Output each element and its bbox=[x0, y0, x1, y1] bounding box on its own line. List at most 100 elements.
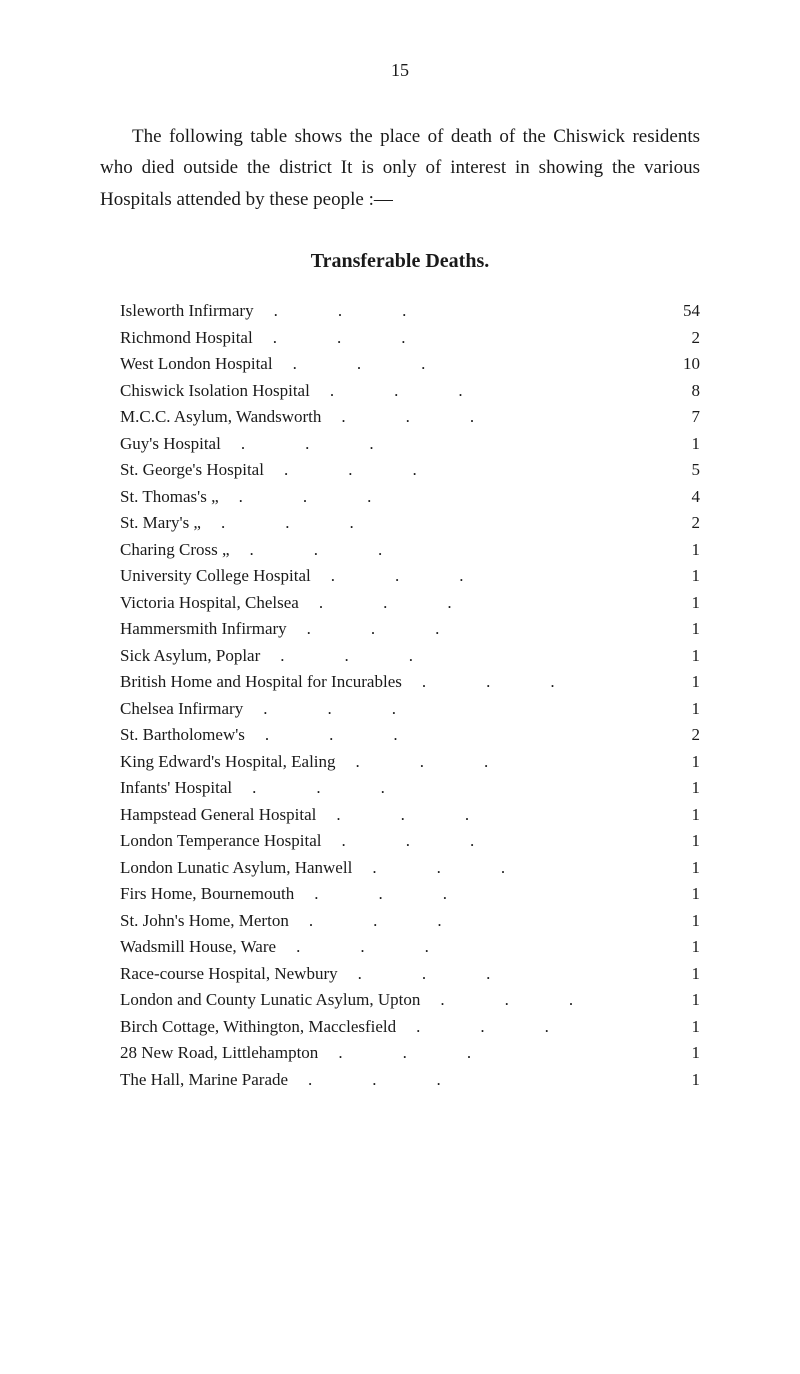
leader-dots bbox=[322, 828, 667, 854]
death-count: 1 bbox=[667, 696, 701, 722]
leader-dots bbox=[321, 404, 666, 430]
table-row: Chelsea Infirmary 1 bbox=[120, 696, 700, 722]
table-row: London and County Lunatic Asylum, Upton1 bbox=[120, 987, 700, 1013]
table-row: Chiswick Isolation Hospital 8 bbox=[120, 378, 700, 404]
intro-paragraph: The following table shows the place of d… bbox=[100, 121, 700, 215]
death-place: University College Hospital bbox=[120, 563, 311, 589]
death-place: Guy's Hospital bbox=[120, 431, 221, 457]
death-place: St. Bartholomew's bbox=[120, 722, 245, 748]
table-row: London Lunatic Asylum, Hanwell1 bbox=[120, 855, 700, 881]
table-row: University College Hospital 1 bbox=[120, 563, 700, 589]
death-count: 1 bbox=[667, 669, 701, 695]
table-row: King Edward's Hospital, Ealing1 bbox=[120, 749, 700, 775]
table-row: 28 New Road, Littlehampton 1 bbox=[120, 1040, 700, 1066]
death-place: St. Mary's „ bbox=[120, 510, 201, 536]
leader-dots bbox=[420, 987, 666, 1013]
table-row: Infants' Hospital 1 bbox=[120, 775, 700, 801]
death-count: 4 bbox=[667, 484, 701, 510]
death-place: Charing Cross „ bbox=[120, 537, 230, 563]
death-place: St. John's Home, Merton bbox=[120, 908, 289, 934]
death-place: The Hall, Marine Parade bbox=[120, 1067, 288, 1093]
table-row: St. Thomas's „4 bbox=[120, 484, 700, 510]
table-row: Firs Home, Bournemouth1 bbox=[120, 881, 700, 907]
death-place: Hampstead General Hospital bbox=[120, 802, 316, 828]
death-count: 1 bbox=[667, 643, 701, 669]
death-count: 2 bbox=[667, 325, 701, 351]
leader-dots bbox=[253, 325, 667, 351]
table-row: Richmond Hospital 2 bbox=[120, 325, 700, 351]
death-place: Richmond Hospital bbox=[120, 325, 253, 351]
death-place: Chiswick Isolation Hospital bbox=[120, 378, 310, 404]
table-row: London Temperance Hospital 1 bbox=[120, 828, 700, 854]
leader-dots bbox=[254, 298, 658, 324]
death-count: 1 bbox=[667, 1067, 701, 1093]
death-count: 1 bbox=[667, 537, 701, 563]
death-count: 8 bbox=[667, 378, 701, 404]
table-row: M.C.C. Asylum, Wandsworth 7 bbox=[120, 404, 700, 430]
death-place: West London Hospital bbox=[120, 351, 273, 377]
death-count: 1 bbox=[667, 749, 701, 775]
leader-dots bbox=[310, 378, 667, 404]
death-count: 54 bbox=[658, 298, 700, 324]
death-count: 2 bbox=[667, 510, 701, 536]
table-row: Wadsmill House, Ware1 bbox=[120, 934, 700, 960]
death-place: Sick Asylum, Poplar bbox=[120, 643, 260, 669]
death-count: 1 bbox=[667, 431, 701, 457]
death-place: Hammersmith Infirmary bbox=[120, 616, 287, 642]
leader-dots bbox=[232, 775, 666, 801]
death-count: 1 bbox=[667, 563, 701, 589]
death-count: 1 bbox=[667, 828, 701, 854]
table-row: Charing Cross „ 1 bbox=[120, 537, 700, 563]
table-row: St. Bartholomew's 2 bbox=[120, 722, 700, 748]
leader-dots bbox=[273, 351, 658, 377]
death-place: Firs Home, Bournemouth bbox=[120, 881, 294, 907]
death-place: M.C.C. Asylum, Wandsworth bbox=[120, 404, 321, 430]
section-title: Transferable Deaths. bbox=[100, 250, 700, 273]
table-row: St. John's Home, Merton 1 bbox=[120, 908, 700, 934]
leader-dots bbox=[243, 696, 666, 722]
death-count: 1 bbox=[667, 590, 701, 616]
leader-dots bbox=[396, 1014, 666, 1040]
table-row: St. George's Hospital 5 bbox=[120, 457, 700, 483]
death-place: St. George's Hospital bbox=[120, 457, 264, 483]
death-count: 10 bbox=[658, 351, 700, 377]
death-place: Race-course Hospital, Newbury bbox=[120, 961, 338, 987]
deaths-table: Isleworth Infirmary54Richmond Hospital2W… bbox=[100, 298, 700, 1092]
death-count: 1 bbox=[667, 961, 701, 987]
table-row: West London Hospital 10 bbox=[120, 351, 700, 377]
death-count: 1 bbox=[667, 775, 701, 801]
leader-dots bbox=[219, 484, 667, 510]
death-count: 2 bbox=[667, 722, 701, 748]
death-count: 1 bbox=[667, 934, 701, 960]
death-count: 5 bbox=[667, 457, 701, 483]
death-count: 1 bbox=[667, 908, 701, 934]
death-place: London and County Lunatic Asylum, Upton bbox=[120, 987, 420, 1013]
death-place: Victoria Hospital, Chelsea bbox=[120, 590, 299, 616]
table-row: Guy's Hospital 1 bbox=[120, 431, 700, 457]
leader-dots bbox=[288, 1067, 666, 1093]
table-row: St. Mary's „ 2 bbox=[120, 510, 700, 536]
death-place: 28 New Road, Littlehampton bbox=[120, 1040, 318, 1066]
table-row: British Home and Hospital for Incurables… bbox=[120, 669, 700, 695]
death-place: Birch Cottage, Withington, Macclesfield bbox=[120, 1014, 396, 1040]
death-count: 1 bbox=[667, 1040, 701, 1066]
death-place: Isleworth Infirmary bbox=[120, 298, 254, 324]
death-count: 1 bbox=[667, 802, 701, 828]
death-place: London Temperance Hospital bbox=[120, 828, 322, 854]
page-number: 15 bbox=[100, 60, 700, 81]
table-row: Isleworth Infirmary 54 bbox=[120, 298, 700, 324]
leader-dots bbox=[338, 961, 667, 987]
death-place: British Home and Hospital for Incurables bbox=[120, 669, 402, 695]
table-row: Sick Asylum, Poplar 1 bbox=[120, 643, 700, 669]
leader-dots bbox=[201, 510, 667, 536]
death-count: 1 bbox=[667, 855, 701, 881]
death-place: Infants' Hospital bbox=[120, 775, 232, 801]
leader-dots bbox=[352, 855, 666, 881]
table-row: Birch Cottage, Withington, Macclesfield1 bbox=[120, 1014, 700, 1040]
leader-dots bbox=[221, 431, 667, 457]
death-count: 7 bbox=[667, 404, 701, 430]
leader-dots bbox=[316, 802, 666, 828]
death-place: Chelsea Infirmary bbox=[120, 696, 243, 722]
leader-dots bbox=[336, 749, 667, 775]
table-row: Race-course Hospital, Newbury 1 bbox=[120, 961, 700, 987]
